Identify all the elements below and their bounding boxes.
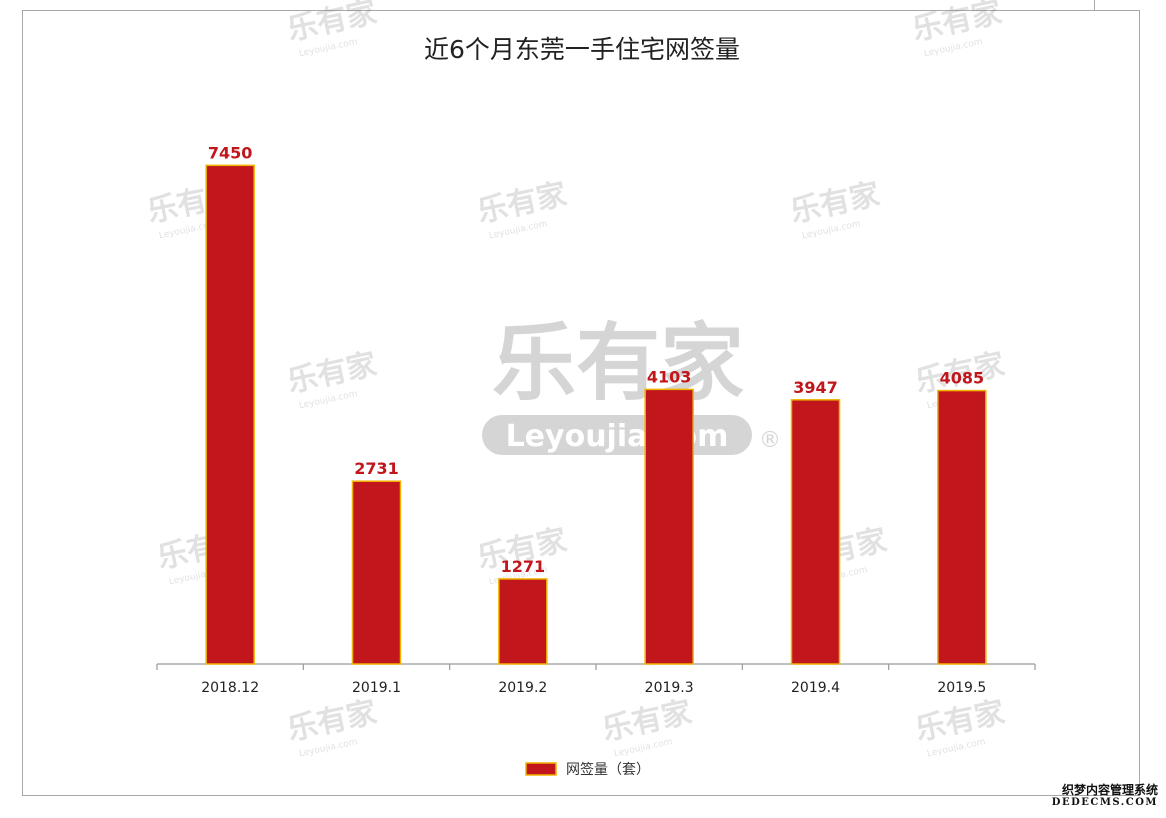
watermark-small-text: 乐有家 [284,347,379,400]
x-tick-label: 2019.4 [791,680,840,696]
watermark-small-text: 乐有家 [474,177,569,230]
data-labels-layer: 7450 2731 1271 4103 3947 4085 [208,143,984,576]
x-tick-label: 2019.5 [937,680,986,696]
watermark-small-text: 乐有家 [599,695,694,748]
watermark-small-text: 乐有家 [284,0,379,48]
bar [498,578,548,665]
data-label: 1271 [501,557,546,576]
chart-title: 近6个月东莞一手住宅网签量 [424,35,740,64]
corner-box [1094,0,1139,11]
x-tick-label: 2019.2 [498,680,547,696]
x-tick-label: 2019.1 [352,680,401,696]
bar [205,164,255,665]
data-label: 2731 [354,459,399,478]
legend: 网签量（套） [525,761,650,778]
data-label: 3947 [793,378,838,397]
x-tick-label: 2018.12 [201,680,259,696]
watermark-big-text: 乐有家 [492,314,744,412]
footer-watermark-cn: 织梦内容管理系统 [1061,783,1158,797]
watermark-big: 乐有家 Leyoujia.com ® [482,314,781,455]
watermark-small-text: 乐有家 [787,177,882,230]
bar [937,389,987,665]
x-tick-label: 2019.3 [645,680,694,696]
watermark-small-text: 乐有家 [909,0,1004,48]
bar [644,388,694,665]
data-label: 4103 [647,367,692,386]
data-label: 7450 [208,143,253,162]
watermark-small-text: 乐有家 [284,695,379,748]
bar [790,399,841,665]
watermark-registered: ® [759,428,781,453]
bars-layer [205,164,987,665]
data-label: 4085 [940,369,985,388]
tick-labels-layer: 2018.12 2019.1 2019.2 2019.3 2019.4 2019.5 [201,680,986,696]
bar [351,480,402,665]
watermark-big-sub: Leyoujia.com [506,419,729,454]
footer-watermark-en: DEDECMS.COM [1051,797,1158,808]
legend-swatch [525,762,557,776]
watermark-small-text: 乐有家 [912,695,1007,748]
axis-layer [156,663,1036,670]
legend-label: 网签量（套） [566,761,650,778]
watermark-layer: 乐有家Leyoujia.com乐有家Leyoujia.com乐有家Leyouji… [144,0,1007,759]
